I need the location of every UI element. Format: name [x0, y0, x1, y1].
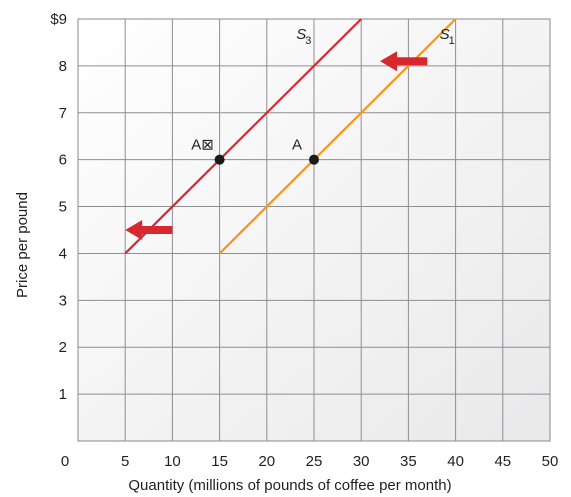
shift-arrow [380, 51, 428, 72]
y-tick-label: 1 [59, 386, 67, 403]
y-axis-title: Price per pound [14, 192, 31, 298]
x-tick-label: 10 [164, 453, 181, 470]
supply-curve-subscript: 1 [449, 35, 455, 47]
x-tick-label: 35 [400, 453, 417, 470]
x-tick-label: 50 [542, 453, 559, 470]
point-label: A⊠ [191, 137, 214, 154]
y-tick-label: 7 [59, 105, 67, 122]
x-tick-label: 15 [211, 453, 228, 470]
supply-curve-subscript: 3 [305, 35, 311, 47]
x-axis-title: Quantity (millions of pounds of coffee p… [128, 477, 451, 494]
supply-curve-label: S [440, 26, 450, 43]
x-tick-label: 0 [61, 453, 69, 470]
grid [78, 19, 550, 441]
y-tick-label: $9 [50, 11, 67, 28]
equilibrium-point [309, 154, 319, 165]
x-tick-label: 30 [353, 453, 370, 470]
x-tick-label: 20 [258, 453, 275, 470]
y-tick-label: 3 [59, 292, 67, 309]
equilibrium-point [214, 154, 225, 165]
y-tick-label: 2 [59, 339, 67, 356]
x-tick-label: 45 [494, 453, 511, 470]
equilibrium-points: A⊠ A [191, 137, 319, 165]
y-tick-label: 5 [59, 199, 67, 216]
shift-arrow [125, 220, 173, 240]
y-tick-label: 6 [59, 152, 67, 169]
y-tick-label: 8 [59, 58, 67, 75]
y-tick-label: 4 [59, 245, 67, 262]
x-tick-label: 40 [447, 453, 464, 470]
point-label: A [292, 137, 302, 154]
supply-curve-label: S [296, 26, 306, 43]
x-tick-label: 25 [306, 453, 323, 470]
shift-arrows [125, 51, 428, 240]
x-tick-label: 5 [121, 453, 129, 470]
supply-curve-line [124, 18, 362, 255]
